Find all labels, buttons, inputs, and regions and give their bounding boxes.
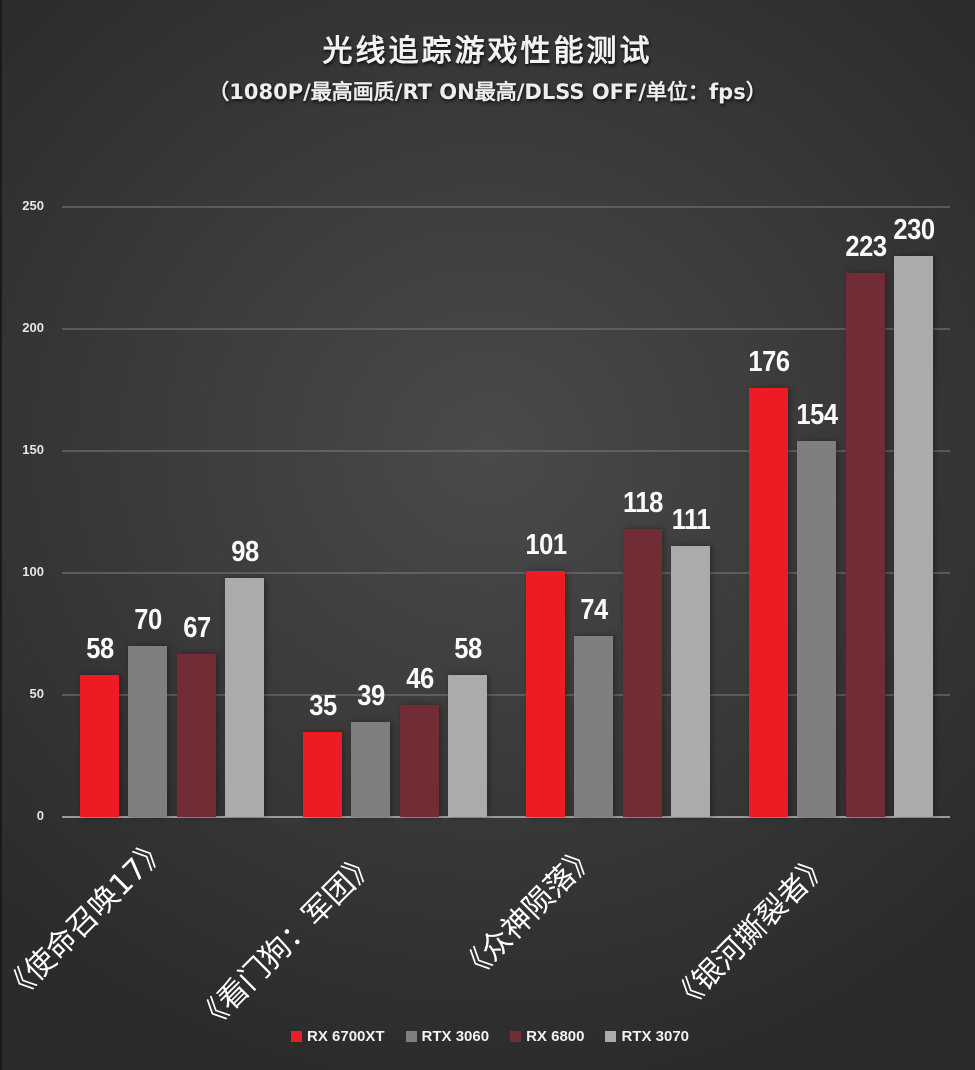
bar xyxy=(128,646,167,817)
bar-value-label: 154 xyxy=(795,399,838,432)
left-border xyxy=(0,0,2,1070)
chart-subtitle: （1080P/最高画质/RT ON最高/DLSS OFF/单位：fps） xyxy=(208,80,767,104)
bar-value-label: 176 xyxy=(747,345,790,378)
bar xyxy=(351,721,390,817)
bar xyxy=(448,675,487,817)
bar xyxy=(623,529,662,817)
bar-value-label: 230 xyxy=(892,213,935,246)
category-label: 《看门狗：军团》 xyxy=(189,844,384,1040)
bar-value-label: 39 xyxy=(356,679,385,712)
legend-item: RTX 3060 xyxy=(405,1028,490,1045)
bar-value-label: 74 xyxy=(579,594,608,627)
legend-swatch-icon xyxy=(605,1031,617,1042)
y-tick-label: 150 xyxy=(22,442,44,457)
bar xyxy=(574,636,613,817)
y-tick-label: 50 xyxy=(29,686,44,701)
gridline xyxy=(62,450,950,452)
bar-value-label: 67 xyxy=(182,611,211,644)
legend-label: RX 6700XT xyxy=(307,1028,385,1045)
bar xyxy=(177,653,216,817)
legend-swatch-icon xyxy=(405,1031,417,1042)
legend-item: RX 6700XT xyxy=(291,1028,385,1045)
bar xyxy=(894,255,933,817)
bar-value-label: 70 xyxy=(133,604,162,637)
bar xyxy=(303,731,342,817)
bar xyxy=(797,441,836,817)
bar-value-label: 223 xyxy=(844,230,887,263)
bar xyxy=(526,570,565,817)
bar xyxy=(225,577,264,817)
legend-item: RTX 3070 xyxy=(605,1028,689,1045)
bar-value-label: 98 xyxy=(230,535,259,568)
y-tick-label: 250 xyxy=(22,198,44,213)
bar-value-label: 118 xyxy=(622,487,663,520)
chart-title: 光线追踪游戏性能测试 xyxy=(322,34,653,69)
bar-value-label: 46 xyxy=(405,662,434,695)
bar xyxy=(400,704,439,817)
x-axis-baseline xyxy=(62,816,950,818)
bar-value-label: 58 xyxy=(85,633,114,666)
bar xyxy=(671,546,710,817)
gridline xyxy=(62,572,950,574)
legend-label: RTX 3070 xyxy=(621,1028,690,1045)
bar-value-label: 35 xyxy=(308,689,337,722)
category-label: 《银河撕裂者》 xyxy=(664,846,838,1020)
legend-label: RX 6800 xyxy=(526,1028,585,1045)
gridline xyxy=(62,206,950,208)
bar xyxy=(749,387,788,817)
bar xyxy=(80,675,119,817)
legend-item: RX 6800 xyxy=(510,1028,584,1045)
legend: RX 6700XT RTX 3060 RX 6800 RTX 3070 xyxy=(291,1028,710,1045)
category-label: 《众神陨落》 xyxy=(452,837,605,990)
legend-label: RTX 3060 xyxy=(421,1028,490,1045)
legend-swatch-icon xyxy=(291,1031,302,1042)
bar-value-label: 111 xyxy=(671,504,710,537)
gridline xyxy=(62,328,950,330)
gridline xyxy=(62,694,950,696)
y-tick-label: 0 xyxy=(36,808,44,823)
category-label: 《使命召唤17》 xyxy=(0,830,176,1010)
legend-swatch-icon xyxy=(510,1031,522,1042)
y-tick-label: 100 xyxy=(22,564,44,579)
y-tick-label: 200 xyxy=(22,320,44,335)
bar-value-label: 58 xyxy=(453,633,482,666)
bar xyxy=(846,272,885,817)
bar-value-label: 101 xyxy=(524,528,567,561)
